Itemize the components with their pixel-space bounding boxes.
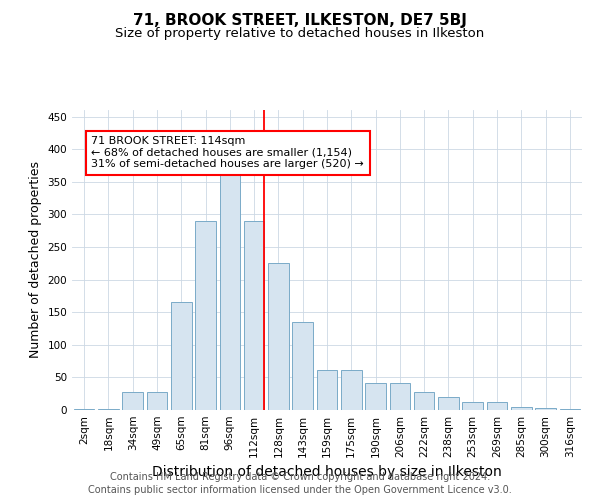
X-axis label: Distribution of detached houses by size in Ilkeston: Distribution of detached houses by size …: [152, 466, 502, 479]
Bar: [535, 408, 556, 410]
Text: Contains HM Land Registry data © Crown copyright and database right 2024.: Contains HM Land Registry data © Crown c…: [110, 472, 490, 482]
Bar: [341, 370, 362, 410]
Bar: [365, 382, 386, 410]
Bar: [220, 175, 240, 410]
Text: Contains public sector information licensed under the Open Government Licence v3: Contains public sector information licen…: [88, 485, 512, 495]
Bar: [244, 221, 265, 410]
Bar: [171, 302, 191, 410]
Bar: [560, 408, 580, 410]
Bar: [74, 408, 94, 410]
Text: Size of property relative to detached houses in Ilkeston: Size of property relative to detached ho…: [115, 28, 485, 40]
Bar: [511, 406, 532, 410]
Bar: [389, 382, 410, 410]
Bar: [463, 402, 483, 410]
Bar: [317, 370, 337, 410]
Text: 71 BROOK STREET: 114sqm
← 68% of detached houses are smaller (1,154)
31% of semi: 71 BROOK STREET: 114sqm ← 68% of detache…: [91, 136, 364, 170]
Text: 71, BROOK STREET, ILKESTON, DE7 5BJ: 71, BROOK STREET, ILKESTON, DE7 5BJ: [133, 12, 467, 28]
Bar: [195, 221, 216, 410]
Bar: [98, 408, 119, 410]
Bar: [146, 392, 167, 410]
Y-axis label: Number of detached properties: Number of detached properties: [29, 162, 42, 358]
Bar: [122, 392, 143, 410]
Bar: [414, 392, 434, 410]
Bar: [268, 264, 289, 410]
Bar: [487, 402, 508, 410]
Bar: [292, 322, 313, 410]
Bar: [438, 397, 459, 410]
